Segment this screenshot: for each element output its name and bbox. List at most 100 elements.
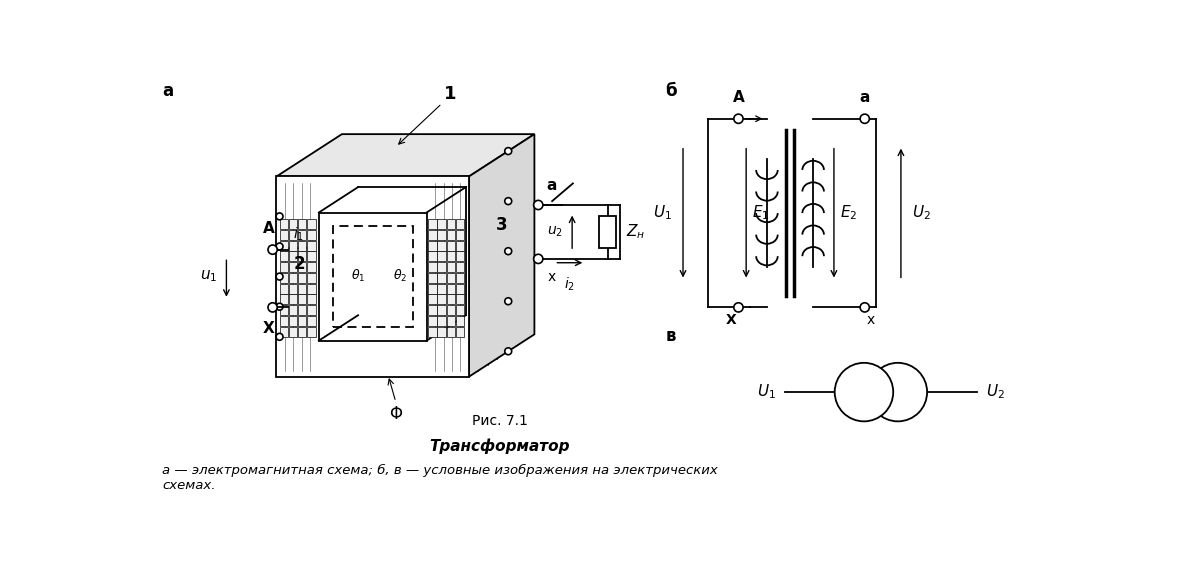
Polygon shape [428, 251, 436, 261]
Polygon shape [298, 327, 307, 337]
Circle shape [276, 213, 282, 220]
Polygon shape [447, 230, 456, 240]
Polygon shape [288, 230, 297, 240]
Polygon shape [276, 177, 469, 377]
Text: 1: 1 [444, 85, 456, 104]
Circle shape [276, 303, 282, 310]
Text: $\theta_1$: $\theta_1$ [351, 268, 365, 284]
Polygon shape [456, 219, 464, 229]
Polygon shape [298, 219, 307, 229]
Polygon shape [298, 294, 307, 305]
Polygon shape [280, 273, 288, 283]
Text: A: A [263, 221, 274, 236]
Circle shape [276, 333, 282, 340]
Text: x: x [547, 271, 555, 285]
Circle shape [534, 254, 543, 264]
Polygon shape [438, 327, 446, 337]
Polygon shape [469, 134, 535, 377]
Polygon shape [438, 251, 446, 261]
Polygon shape [428, 284, 436, 294]
Polygon shape [447, 273, 456, 283]
Polygon shape [447, 305, 456, 315]
Circle shape [734, 114, 743, 123]
Polygon shape [308, 251, 316, 261]
Polygon shape [298, 230, 307, 240]
Text: Рис. 7.1: Рис. 7.1 [472, 414, 528, 427]
Polygon shape [280, 262, 288, 272]
Polygon shape [298, 241, 307, 251]
Circle shape [268, 245, 278, 254]
Text: в: в [665, 327, 676, 345]
Polygon shape [456, 241, 464, 251]
Text: $U_2$: $U_2$ [987, 383, 1005, 401]
Polygon shape [298, 284, 307, 294]
Circle shape [861, 114, 869, 123]
Polygon shape [428, 316, 436, 326]
Polygon shape [456, 327, 464, 337]
Text: A: A [732, 90, 744, 105]
Circle shape [734, 303, 743, 312]
Polygon shape [456, 262, 464, 272]
Polygon shape [280, 251, 288, 261]
Polygon shape [456, 273, 464, 283]
Text: 2: 2 [293, 255, 305, 273]
Text: $\theta_2$: $\theta_2$ [393, 268, 407, 284]
Polygon shape [308, 230, 316, 240]
Polygon shape [308, 316, 316, 326]
Text: a: a [546, 178, 557, 194]
Polygon shape [280, 219, 288, 229]
Polygon shape [280, 284, 288, 294]
Polygon shape [288, 316, 297, 326]
Polygon shape [428, 219, 436, 229]
Polygon shape [438, 241, 446, 251]
Polygon shape [298, 273, 307, 283]
Polygon shape [288, 305, 297, 315]
Polygon shape [288, 294, 297, 305]
Polygon shape [438, 230, 446, 240]
Polygon shape [288, 273, 297, 283]
Circle shape [869, 363, 927, 421]
Text: 3: 3 [496, 216, 507, 234]
Polygon shape [308, 327, 316, 337]
Polygon shape [447, 316, 456, 326]
Text: $U_1$: $U_1$ [756, 383, 775, 401]
Polygon shape [447, 327, 456, 337]
Polygon shape [438, 316, 446, 326]
Circle shape [505, 248, 512, 255]
Polygon shape [447, 294, 456, 305]
Text: а — электромагнитная схема; б, в — условные изображения на электрических
схемах.: а — электромагнитная схема; б, в — услов… [162, 464, 719, 492]
Polygon shape [438, 305, 446, 315]
Text: a: a [859, 90, 870, 105]
Polygon shape [280, 241, 288, 251]
Circle shape [276, 243, 282, 250]
Polygon shape [428, 230, 436, 240]
Polygon shape [447, 262, 456, 272]
Text: $Z_н$: $Z_н$ [626, 222, 645, 241]
Text: $E_2$: $E_2$ [840, 204, 857, 222]
Text: $i_2$: $i_2$ [564, 276, 576, 293]
Text: $E_1$: $E_1$ [752, 204, 769, 222]
Text: Трансформатор: Трансформатор [429, 438, 570, 454]
Circle shape [861, 303, 869, 312]
Polygon shape [456, 251, 464, 261]
Polygon shape [298, 251, 307, 261]
Text: $U_2$: $U_2$ [912, 204, 932, 222]
Polygon shape [447, 219, 456, 229]
Text: $\Phi$: $\Phi$ [388, 405, 403, 423]
Text: x: x [867, 314, 875, 327]
Text: $u_1$: $u_1$ [200, 269, 218, 285]
Polygon shape [288, 241, 297, 251]
Polygon shape [428, 327, 436, 337]
Circle shape [268, 303, 278, 312]
Text: X: X [263, 321, 274, 336]
Polygon shape [456, 316, 464, 326]
Polygon shape [428, 241, 436, 251]
Polygon shape [308, 294, 316, 305]
Polygon shape [298, 316, 307, 326]
Polygon shape [447, 251, 456, 261]
Polygon shape [438, 273, 446, 283]
Circle shape [276, 273, 282, 280]
Polygon shape [438, 219, 446, 229]
Polygon shape [447, 284, 456, 294]
Polygon shape [298, 305, 307, 315]
